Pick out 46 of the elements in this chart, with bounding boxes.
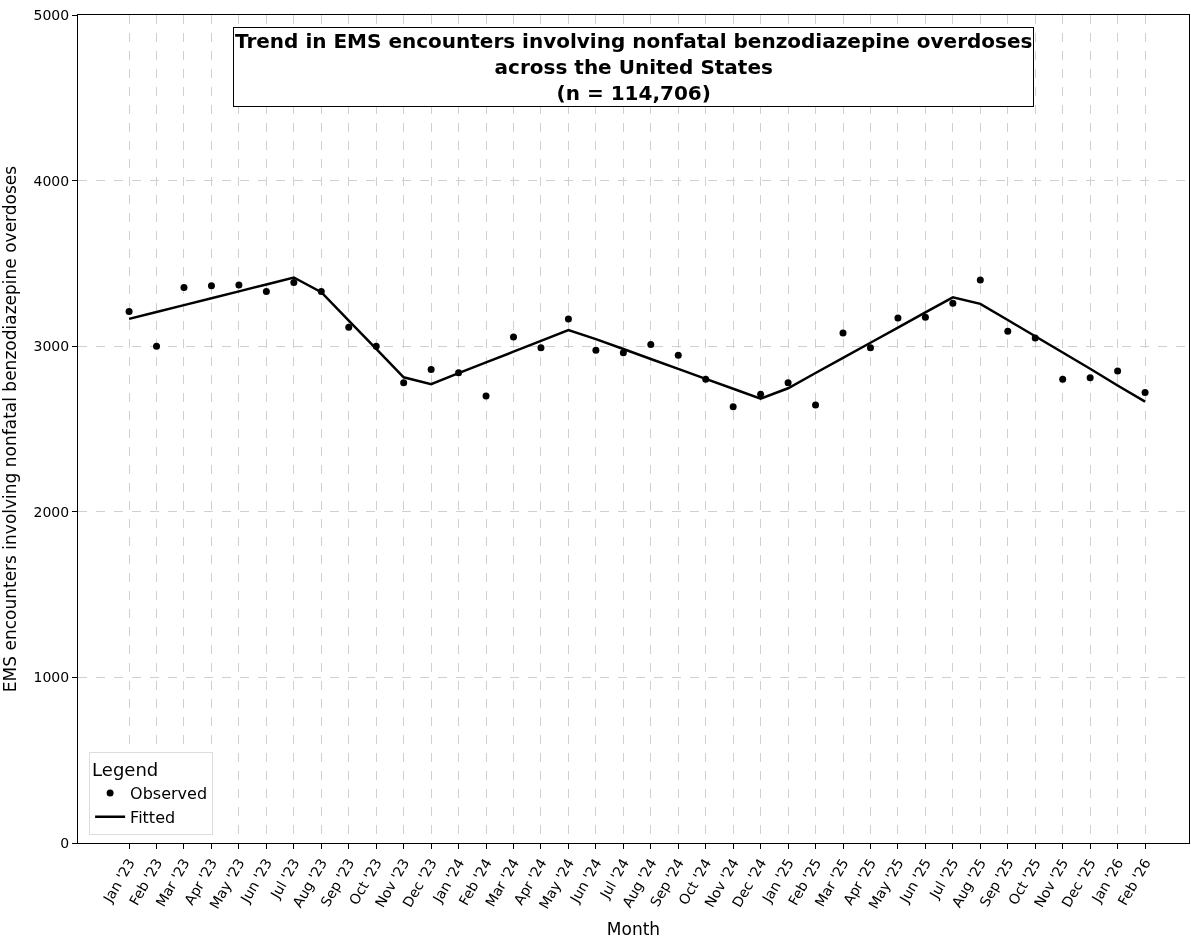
point xyxy=(812,401,820,409)
line-series xyxy=(127,276,1147,403)
point xyxy=(839,329,847,337)
y-tick-label: 0 xyxy=(60,834,70,851)
y-tick-label: 5000 xyxy=(33,6,70,23)
point xyxy=(400,379,408,387)
point xyxy=(510,333,517,341)
point xyxy=(125,307,133,315)
point xyxy=(207,282,215,290)
point xyxy=(290,278,298,286)
point xyxy=(564,315,572,323)
point xyxy=(262,288,270,296)
y-tick-label: 1000 xyxy=(33,669,70,686)
point xyxy=(921,313,929,321)
point xyxy=(674,351,682,359)
point xyxy=(784,379,792,387)
y-tick-label: 4000 xyxy=(33,172,70,189)
text: Trend in EMS encounters involving nonfatal benzodiazepine overdoses across the United States (n = 114,706) xyxy=(235,29,1033,105)
point xyxy=(1086,374,1094,382)
point xyxy=(866,344,874,352)
point xyxy=(153,342,161,350)
x-axis-title: Month xyxy=(606,919,661,939)
legend-label: Fitted xyxy=(130,808,176,828)
point xyxy=(537,344,545,352)
legend-title: Legend xyxy=(92,759,159,781)
point xyxy=(647,341,655,349)
point xyxy=(976,276,984,284)
y-axis-title: EMS encounters involving nonfatal benzodiazepine overdoses xyxy=(0,165,20,693)
point xyxy=(1114,367,1122,375)
point xyxy=(592,346,600,354)
point xyxy=(619,349,627,357)
point xyxy=(894,314,902,322)
legend-label: Observed xyxy=(130,784,208,804)
y-tick-label: 3000 xyxy=(33,338,70,355)
y-tick-label: 2000 xyxy=(33,503,70,520)
point xyxy=(482,392,490,400)
point xyxy=(345,323,353,331)
point xyxy=(180,283,188,291)
point xyxy=(427,365,435,373)
point xyxy=(235,281,243,289)
point xyxy=(1141,389,1149,397)
point xyxy=(1059,375,1067,383)
point xyxy=(757,390,765,398)
point xyxy=(729,403,737,411)
point xyxy=(949,299,957,307)
point xyxy=(1004,327,1012,335)
